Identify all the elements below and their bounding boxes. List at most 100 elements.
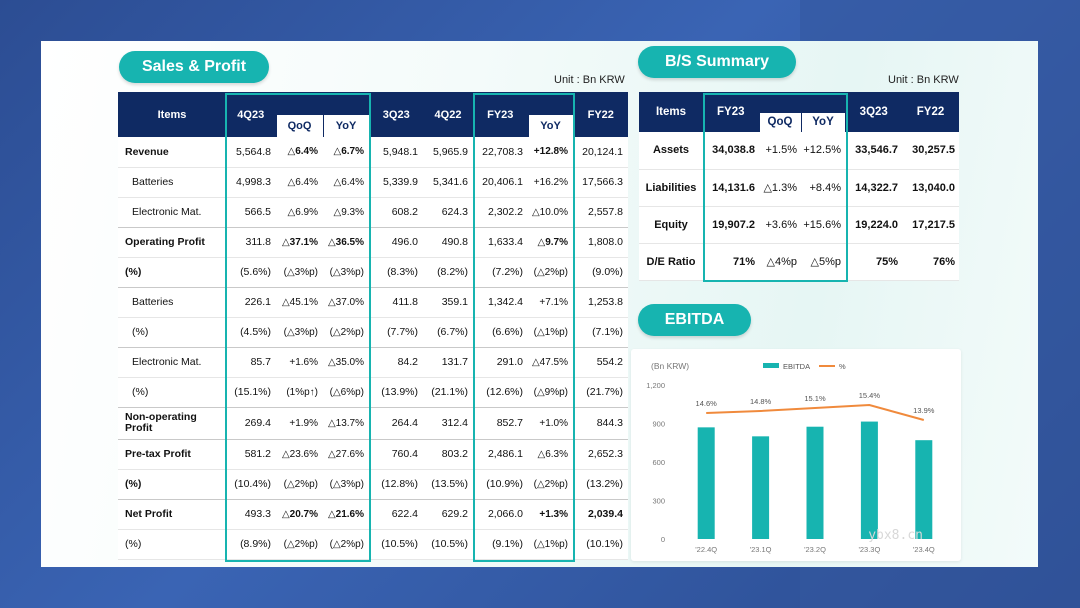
- row-label: Batteries: [118, 167, 226, 198]
- cell-3q23: 5,948.1: [369, 137, 423, 168]
- cell-4q22: (8.2%): [423, 257, 473, 288]
- cell-yoy: +12.5%: [801, 132, 845, 170]
- row-label: Batteries: [118, 287, 226, 318]
- cell-fy22: (7.1%): [573, 317, 628, 348]
- cell-fy22: 2,652.3: [573, 439, 628, 470]
- cell-fy23-yoy: △47.5%: [528, 347, 573, 378]
- cell-4q23: (4.5%): [226, 317, 276, 348]
- cell-fy23: 1,633.4: [473, 227, 528, 258]
- y-tick-label: 300: [652, 497, 665, 506]
- cell-yoy: △13.7%: [323, 407, 369, 440]
- cell-qoq: △4%p: [759, 243, 801, 281]
- y-tick-label: 1,200: [646, 381, 665, 390]
- cell-3q23: 33,546.7: [845, 132, 902, 170]
- cell-fy22: (10.1%): [573, 529, 628, 560]
- y-tick-label: 900: [652, 420, 665, 429]
- pct-data-label: 13.9%: [913, 406, 935, 415]
- table-row: Assets 34,038.8 +1.5% +12.5% 33,546.7 30…: [639, 132, 959, 170]
- cell-4q22: (13.5%): [423, 469, 473, 500]
- cell-fy23-yoy: △10.0%: [528, 197, 573, 228]
- cell-yoy: △6.7%: [323, 137, 369, 168]
- cell-fy22: (21.7%): [573, 377, 628, 408]
- row-label: (%): [118, 377, 226, 408]
- cell-fy23-yoy: +12.8%: [528, 137, 573, 168]
- row-label: Net Profit: [118, 499, 226, 530]
- cell-4q22: (21.1%): [423, 377, 473, 408]
- cell-4q22: (6.7%): [423, 317, 473, 348]
- cell-3q23: 760.4: [369, 439, 423, 470]
- sp-header-fy23-yoy: YoY: [527, 113, 574, 137]
- cell-fy23-yoy: (△2%p): [528, 257, 573, 288]
- cell-4q22: 629.2: [423, 499, 473, 530]
- pct-data-label: 14.6%: [696, 399, 718, 408]
- cell-4q23: (8.9%): [226, 529, 276, 560]
- table-row: Batteries 226.1 △45.1% △37.0% 411.8 359.…: [118, 287, 628, 318]
- sp-header-4q23: 4Q23: [226, 92, 276, 137]
- ebitda-bar: [697, 427, 715, 539]
- row-label: Equity: [639, 206, 703, 244]
- cell-qoq: (△3%p): [276, 317, 323, 348]
- cell-yoy: △27.6%: [323, 439, 369, 470]
- table-row: (%) (4.5%) (△3%p) (△2%p) (7.7%) (6.7%) (…: [118, 317, 628, 348]
- cell-fy22: 554.2: [573, 347, 628, 378]
- cell-4q22: 490.8: [423, 227, 473, 258]
- cell-3q23: 496.0: [369, 227, 423, 258]
- cell-yoy: (△3%p): [323, 469, 369, 500]
- legend-label-pct: %: [839, 362, 846, 371]
- cell-3q23: 264.4: [369, 407, 423, 440]
- cell-fy23-yoy: +1.0%: [528, 407, 573, 440]
- bs-summary-title: B/S Summary: [638, 46, 796, 78]
- cell-fy22: 13,040.0: [902, 169, 959, 207]
- cell-yoy: (△2%p): [323, 317, 369, 348]
- cell-yoy: △37.0%: [323, 287, 369, 318]
- pct-data-label: 15.4%: [859, 391, 881, 400]
- cell-qoq: △6.9%: [276, 197, 323, 228]
- cell-fy22: 1,808.0: [573, 227, 628, 258]
- cell-4q22: 131.7: [423, 347, 473, 378]
- y-tick-label: 0: [661, 535, 665, 544]
- cell-4q23: 4,998.3: [226, 167, 276, 198]
- cell-yoy: △36.5%: [323, 227, 369, 258]
- row-label: Electronic Mat.: [118, 347, 226, 378]
- cell-fy23: 852.7: [473, 407, 528, 440]
- table-row: Revenue 5,564.8 △6.4% △6.7% 5,948.1 5,96…: [118, 137, 628, 168]
- cell-fy23: 2,066.0: [473, 499, 528, 530]
- row-label: (%): [118, 469, 226, 500]
- row-label: Non-operating Profit: [118, 407, 226, 440]
- cell-fy23: 71%: [703, 243, 759, 281]
- x-tick-label: '23.2Q: [804, 545, 826, 554]
- table-row: (%) (8.9%) (△2%p) (△2%p) (10.5%) (10.5%)…: [118, 529, 628, 560]
- cell-qoq: (△3%p): [276, 257, 323, 288]
- cell-yoy: △9.3%: [323, 197, 369, 228]
- sp-header-gap3: [528, 92, 573, 114]
- cell-qoq: △23.6%: [276, 439, 323, 470]
- cell-fy23-yoy: (△2%p): [528, 469, 573, 500]
- cell-4q22: 5,341.6: [423, 167, 473, 198]
- x-tick-label: '23.4Q: [913, 545, 935, 554]
- cell-fy23-yoy: △9.7%: [528, 227, 573, 258]
- cell-4q23: 85.7: [226, 347, 276, 378]
- cell-fy23: 34,038.8: [703, 132, 759, 170]
- cell-3q23: (10.5%): [369, 529, 423, 560]
- cell-4q22: 359.1: [423, 287, 473, 318]
- ebitda-bar: [915, 440, 933, 539]
- table-row: Non-operating Profit 269.4 +1.9% △13.7% …: [118, 407, 628, 440]
- cell-3q23: 19,224.0: [845, 206, 902, 244]
- cell-qoq: △1.3%: [759, 169, 801, 207]
- ebitda-bar: [752, 436, 770, 539]
- cell-fy22: (9.0%): [573, 257, 628, 288]
- cell-fy22: (13.2%): [573, 469, 628, 500]
- cell-fy23: 2,302.2: [473, 197, 528, 228]
- slide: Sales & Profit Unit : Bn KRW Items 4Q23 …: [41, 41, 1038, 567]
- cell-4q23: (5.6%): [226, 257, 276, 288]
- cell-4q22: 312.4: [423, 407, 473, 440]
- row-label: (%): [118, 317, 226, 348]
- row-label: (%): [118, 529, 226, 560]
- ebitda-chart: (Bn KRW) EBITDA % 0 300 600 900 1,200 14.6% 1…: [646, 361, 935, 554]
- bs-header-3q23: 3Q23: [845, 92, 902, 132]
- sales-profit-table: Items 4Q23 3Q23 4Q22 FY23 FY22 QoQ YoY Y…: [118, 92, 628, 560]
- cell-fy23-yoy: +16.2%: [528, 167, 573, 198]
- table-row: Electronic Mat. 566.5 △6.9% △9.3% 608.2 …: [118, 197, 628, 228]
- cell-4q22: 624.3: [423, 197, 473, 228]
- legend-swatch-ebitda: [763, 363, 779, 368]
